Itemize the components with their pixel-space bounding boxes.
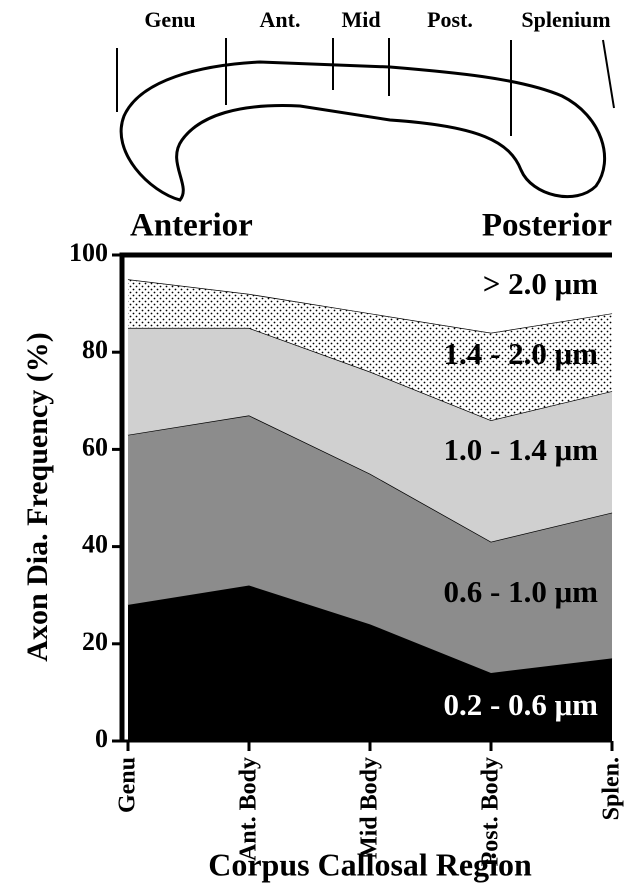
series-label: > 2.0 μm bbox=[483, 266, 598, 301]
diagram-label: Splenium bbox=[521, 7, 610, 32]
diagram-label: Ant. bbox=[260, 7, 301, 32]
x-tick-label: Genu bbox=[114, 757, 141, 814]
x-tick-label: Splen. bbox=[598, 757, 625, 821]
area bbox=[128, 327, 612, 542]
y-tick-label: 100 bbox=[69, 238, 108, 267]
diagram-label: Mid bbox=[341, 7, 380, 32]
series-label: 0.2 - 0.6 μm bbox=[444, 687, 599, 722]
series-label: 0.6 - 1.0 μm bbox=[444, 574, 599, 609]
area bbox=[128, 415, 612, 673]
diagram-side-label: Anterior bbox=[130, 208, 253, 244]
area bbox=[128, 255, 612, 333]
y-tick-label: 20 bbox=[82, 627, 108, 656]
diagram-label: Genu bbox=[144, 7, 195, 32]
y-axis-title: Axon Dia. Frequency (%) bbox=[21, 332, 54, 661]
x-tick-label: Mid Body bbox=[356, 757, 383, 860]
x-tick-label: Ant. Body bbox=[235, 757, 262, 862]
series-label: 1.0 - 1.4 μm bbox=[444, 432, 599, 467]
x-tick-label: Post. Body bbox=[477, 757, 504, 867]
corpus-callosum-diagram bbox=[116, 38, 615, 202]
x-axis-title: Corpus Callosal Region bbox=[208, 846, 532, 882]
area bbox=[128, 585, 612, 741]
series-label: 1.4 - 2.0 μm bbox=[444, 336, 599, 371]
y-tick-label: 60 bbox=[82, 432, 108, 461]
y-tick-label: 40 bbox=[82, 530, 108, 559]
diagram-side-label: Posterior bbox=[482, 208, 612, 244]
diagram-label: Post. bbox=[427, 7, 473, 32]
y-tick-label: 0 bbox=[95, 724, 108, 753]
area bbox=[128, 279, 612, 421]
y-tick-label: 80 bbox=[82, 335, 108, 364]
